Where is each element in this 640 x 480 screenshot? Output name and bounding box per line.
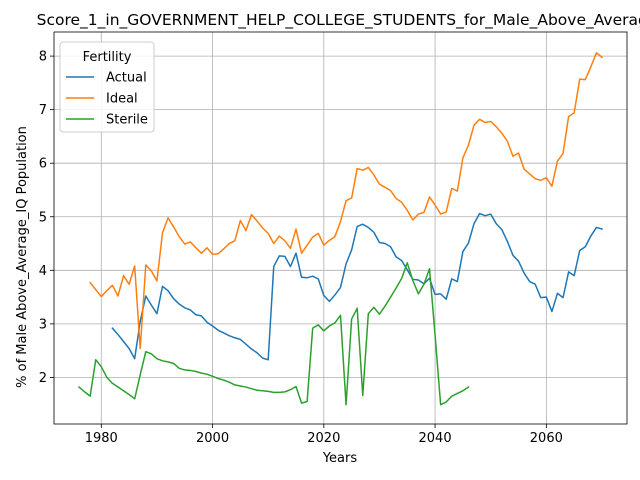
plot-frame (53, 31, 628, 425)
legend-label-actual: Actual (106, 71, 147, 86)
y-tick-label: 6 (39, 157, 47, 172)
legend-label-ideal: Ideal (106, 92, 138, 107)
x-tick-label: 2060 (530, 431, 563, 446)
x-axis-label: Years (322, 451, 358, 466)
series-lines (77, 52, 604, 406)
x-tick-label: 2020 (307, 431, 340, 446)
legend-label-sterile: Sterile (106, 113, 148, 128)
series-line-sterile (77, 262, 470, 406)
x-tick-label: 2000 (196, 431, 229, 446)
legend-box (59, 41, 155, 133)
series-line-ideal (89, 52, 604, 350)
chart-title: Score_1_in_GOVERNMENT_HELP_COLLEGE_STUDE… (37, 11, 640, 30)
x-tick-label: 1980 (85, 431, 118, 446)
y-tick-label: 4 (39, 264, 47, 279)
axis-ticks: 1980 2000 2020 2040 2060 2 3 4 5 6 7 8 (39, 50, 563, 446)
y-tick-label: 5 (39, 210, 47, 225)
y-tick-label: 7 (39, 103, 47, 118)
y-axis-label: % of Male Above_Average_IQ Population (15, 126, 30, 388)
y-tick-label: 3 (39, 317, 47, 332)
legend-title: Fertility (83, 50, 132, 65)
x-tick-label: 2040 (419, 431, 452, 446)
legend: Fertility Actual Ideal Sterile (59, 41, 155, 133)
y-tick-label: 8 (39, 50, 47, 65)
y-tick-label: 2 (39, 371, 47, 386)
series-line-actual (111, 212, 603, 361)
